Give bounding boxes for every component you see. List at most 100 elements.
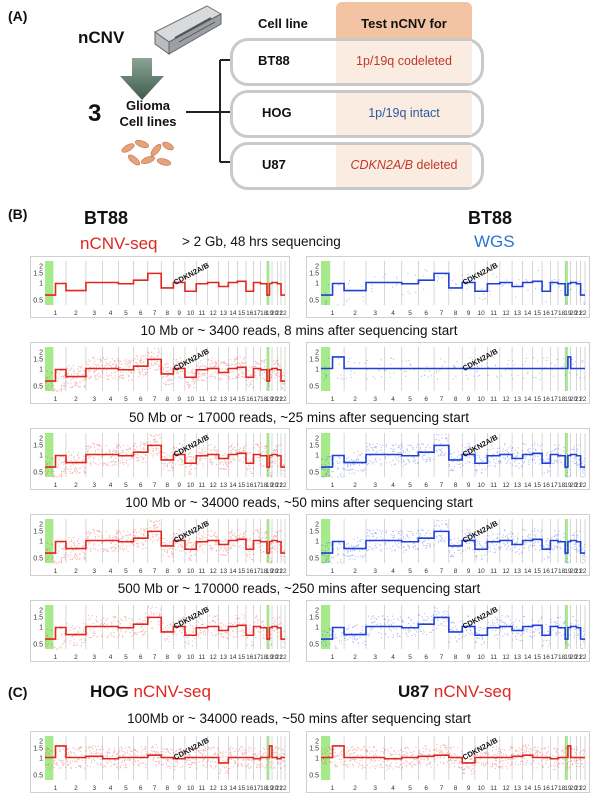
read-bin [495, 463, 497, 465]
read-bin [77, 545, 79, 547]
read-bin [259, 456, 261, 458]
read-bin [242, 362, 244, 364]
x-tick-label: 17 [551, 482, 559, 489]
read-bin [214, 536, 217, 538]
read-bin [72, 378, 75, 380]
read-bin [445, 523, 447, 525]
read-bin [270, 377, 272, 379]
read-bin [229, 450, 231, 452]
x-tick-label: 5 [124, 568, 128, 575]
read-bin [339, 543, 341, 545]
read-bin [256, 378, 258, 380]
read-bin [467, 274, 469, 276]
read-bin [257, 444, 259, 446]
read-bin [325, 474, 327, 476]
read-bin [576, 448, 578, 450]
read-bin [348, 624, 350, 626]
read-bin [448, 550, 451, 552]
read-bin [172, 555, 174, 558]
read-bin [94, 370, 96, 372]
read-bin [462, 464, 464, 467]
read-bin [177, 372, 179, 374]
read-bin [440, 539, 442, 541]
read-bin [86, 531, 88, 534]
read-bin [275, 531, 277, 533]
read-bin [74, 470, 76, 473]
read-bin [273, 364, 275, 366]
read-bin [199, 538, 201, 540]
read-bin [74, 554, 76, 556]
read-bin [239, 459, 241, 461]
read-bin [429, 543, 431, 545]
read-bin [155, 606, 157, 609]
read-bin [90, 636, 92, 639]
read-bin [85, 549, 87, 551]
read-bin [98, 365, 100, 367]
read-bin [224, 468, 226, 470]
read-bin [420, 375, 423, 377]
read-bin [226, 636, 228, 638]
read-bin [198, 459, 201, 461]
read-bin [183, 448, 185, 450]
read-bin [329, 634, 332, 636]
read-bin [189, 384, 192, 386]
read-bin [62, 556, 65, 559]
read-bin [76, 554, 78, 556]
read-bin [206, 377, 208, 379]
read-bin [90, 464, 92, 467]
read-bin [576, 462, 578, 464]
y-tick-label: 1.5 [33, 443, 43, 450]
x-tick-label: 2 [353, 654, 357, 661]
read-bin [523, 377, 525, 379]
read-bin [260, 538, 263, 540]
read-bin [106, 371, 108, 374]
read-bin [50, 373, 52, 375]
chr19q-highlight [266, 261, 270, 305]
read-bin [133, 544, 135, 546]
read-bin [349, 636, 351, 638]
read-bin [240, 537, 242, 539]
read-bin [497, 536, 499, 539]
read-bin [161, 462, 163, 464]
x-tick-label: 10 [478, 654, 486, 661]
read-bin [168, 547, 171, 549]
read-bin [278, 458, 281, 460]
read-bin [321, 544, 323, 546]
read-bin [83, 542, 85, 544]
read-bin [512, 378, 514, 380]
read-bin [46, 462, 48, 464]
read-bin [283, 630, 285, 633]
read-bin [416, 537, 418, 539]
read-bin [438, 525, 440, 527]
read-bin [474, 465, 476, 467]
read-bin [193, 628, 195, 630]
read-bin [412, 534, 414, 536]
read-bin [477, 375, 479, 377]
read-bin [130, 453, 133, 455]
read-bin [195, 625, 197, 627]
read-bin [469, 445, 471, 447]
read-bin [130, 371, 133, 374]
read-bin [189, 557, 191, 559]
read-bin [156, 526, 158, 528]
read-bin [520, 552, 523, 554]
read-bin [196, 542, 198, 544]
read-bin [83, 471, 86, 473]
read-bin [256, 361, 258, 363]
chr1p-highlight [45, 261, 54, 305]
read-bin [238, 622, 240, 624]
read-bin [546, 453, 548, 455]
read-bin [325, 459, 327, 461]
read-bin [468, 547, 471, 549]
read-bin [266, 560, 268, 562]
read-bin [497, 450, 499, 453]
read-bin [88, 541, 90, 543]
read-bin [69, 369, 71, 371]
read-bin [347, 549, 349, 552]
read-bin [259, 363, 262, 365]
read-bin [155, 534, 157, 536]
read-bin [225, 547, 227, 550]
read-bin [124, 360, 126, 362]
read-bin [97, 464, 99, 466]
read-bin [488, 535, 490, 537]
